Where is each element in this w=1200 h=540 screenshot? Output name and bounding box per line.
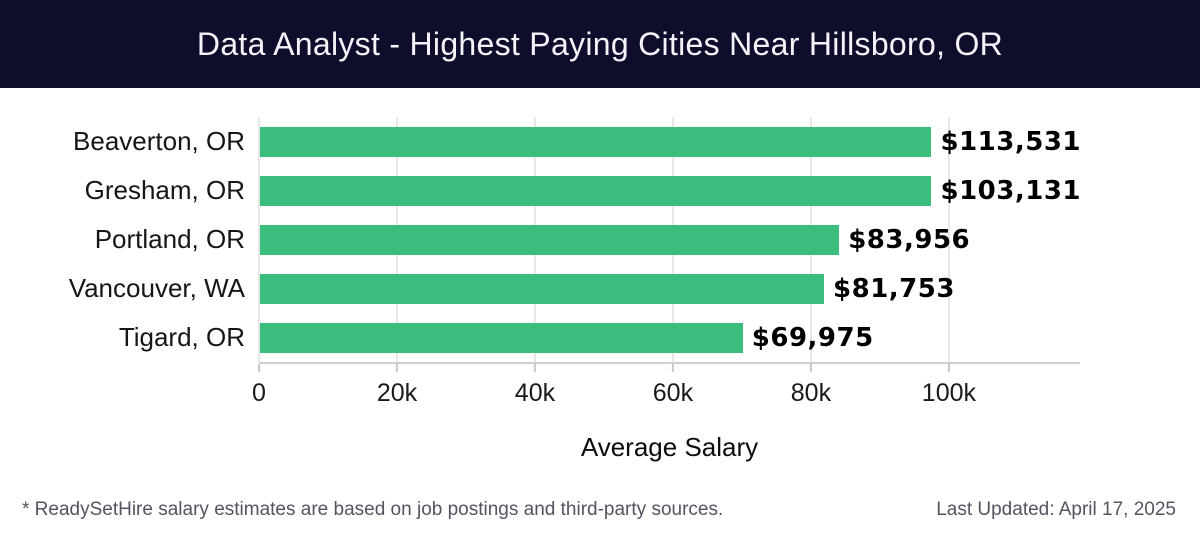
bar-beaverton xyxy=(260,126,932,157)
bar-tigard xyxy=(260,322,743,353)
x-tick-20k: 20k xyxy=(377,364,417,408)
x-axis-title: Average Salary xyxy=(580,432,759,462)
tick-label: 80k xyxy=(790,379,832,407)
bar-row-vancouver: Vancouver, WA $81,753 xyxy=(0,264,1200,313)
bar-row-beaverton: Beaverton, OR $113,531 xyxy=(0,117,1200,166)
category-label: Beaverton, OR xyxy=(73,126,245,156)
tick-mark xyxy=(947,364,950,372)
x-tick-80k: 80k xyxy=(791,364,831,408)
bar-rows: Beaverton, OR $113,531 Gresham, OR $103,… xyxy=(0,117,1200,362)
category-label: Tigard, OR xyxy=(118,322,245,352)
bar-track: $113,531 xyxy=(260,126,1081,157)
category-label: Portland, OR xyxy=(94,224,245,254)
tick-label: 20k xyxy=(376,379,418,407)
bar-value-label: $113,531 xyxy=(940,126,1081,157)
bar-gresham xyxy=(260,175,932,206)
gridline-100k xyxy=(947,117,950,362)
tick-mark xyxy=(671,364,674,372)
bar-track: $83,956 xyxy=(260,224,1081,255)
tick-mark xyxy=(395,364,398,372)
header-banner: Data Analyst - Highest Paying Cities Nea… xyxy=(0,0,1200,88)
bar-track: $103,131 xyxy=(260,175,1081,206)
bar-track: $69,975 xyxy=(260,322,1081,353)
bar-portland xyxy=(260,224,840,255)
tick-mark xyxy=(809,364,812,372)
category-label: Vancouver, WA xyxy=(68,273,245,303)
bar-row-tigard: Tigard, OR $69,975 xyxy=(0,313,1200,362)
tick-label: 100k xyxy=(921,379,977,407)
chart-title: Data Analyst - Highest Paying Cities Nea… xyxy=(196,25,1004,62)
x-tick-40k: 40k xyxy=(515,364,555,408)
footer-last-updated: Last Updated: April 17, 2025 xyxy=(936,499,1176,520)
gridline-0 xyxy=(258,117,260,362)
category-label: Gresham, OR xyxy=(84,175,245,205)
bar-value-label: $69,975 xyxy=(751,322,874,353)
bar-row-gresham: Gresham, OR $103,131 xyxy=(0,166,1200,215)
tick-label: 40k xyxy=(514,379,556,407)
tick-label: 0 xyxy=(252,379,266,407)
bar-value-label: $83,956 xyxy=(848,224,971,255)
x-axis: 0 20k 40k 60k 80k 100k xyxy=(252,364,1080,414)
footer-disclaimer: * ReadySetHire salary estimates are base… xyxy=(22,499,724,520)
tick-label: 60k xyxy=(652,379,694,407)
x-tick-100k: 100k xyxy=(922,364,976,408)
bar-value-label: $81,753 xyxy=(833,273,955,304)
bar-vancouver xyxy=(260,273,825,304)
tick-mark xyxy=(258,364,260,372)
bar-value-label: $103,131 xyxy=(940,175,1081,206)
tick-mark xyxy=(533,364,536,372)
x-tick-60k: 60k xyxy=(653,364,693,408)
x-tick-0: 0 xyxy=(252,364,266,408)
bar-row-portland: Portland, OR $83,956 xyxy=(0,215,1200,264)
bar-track: $81,753 xyxy=(260,273,1081,304)
